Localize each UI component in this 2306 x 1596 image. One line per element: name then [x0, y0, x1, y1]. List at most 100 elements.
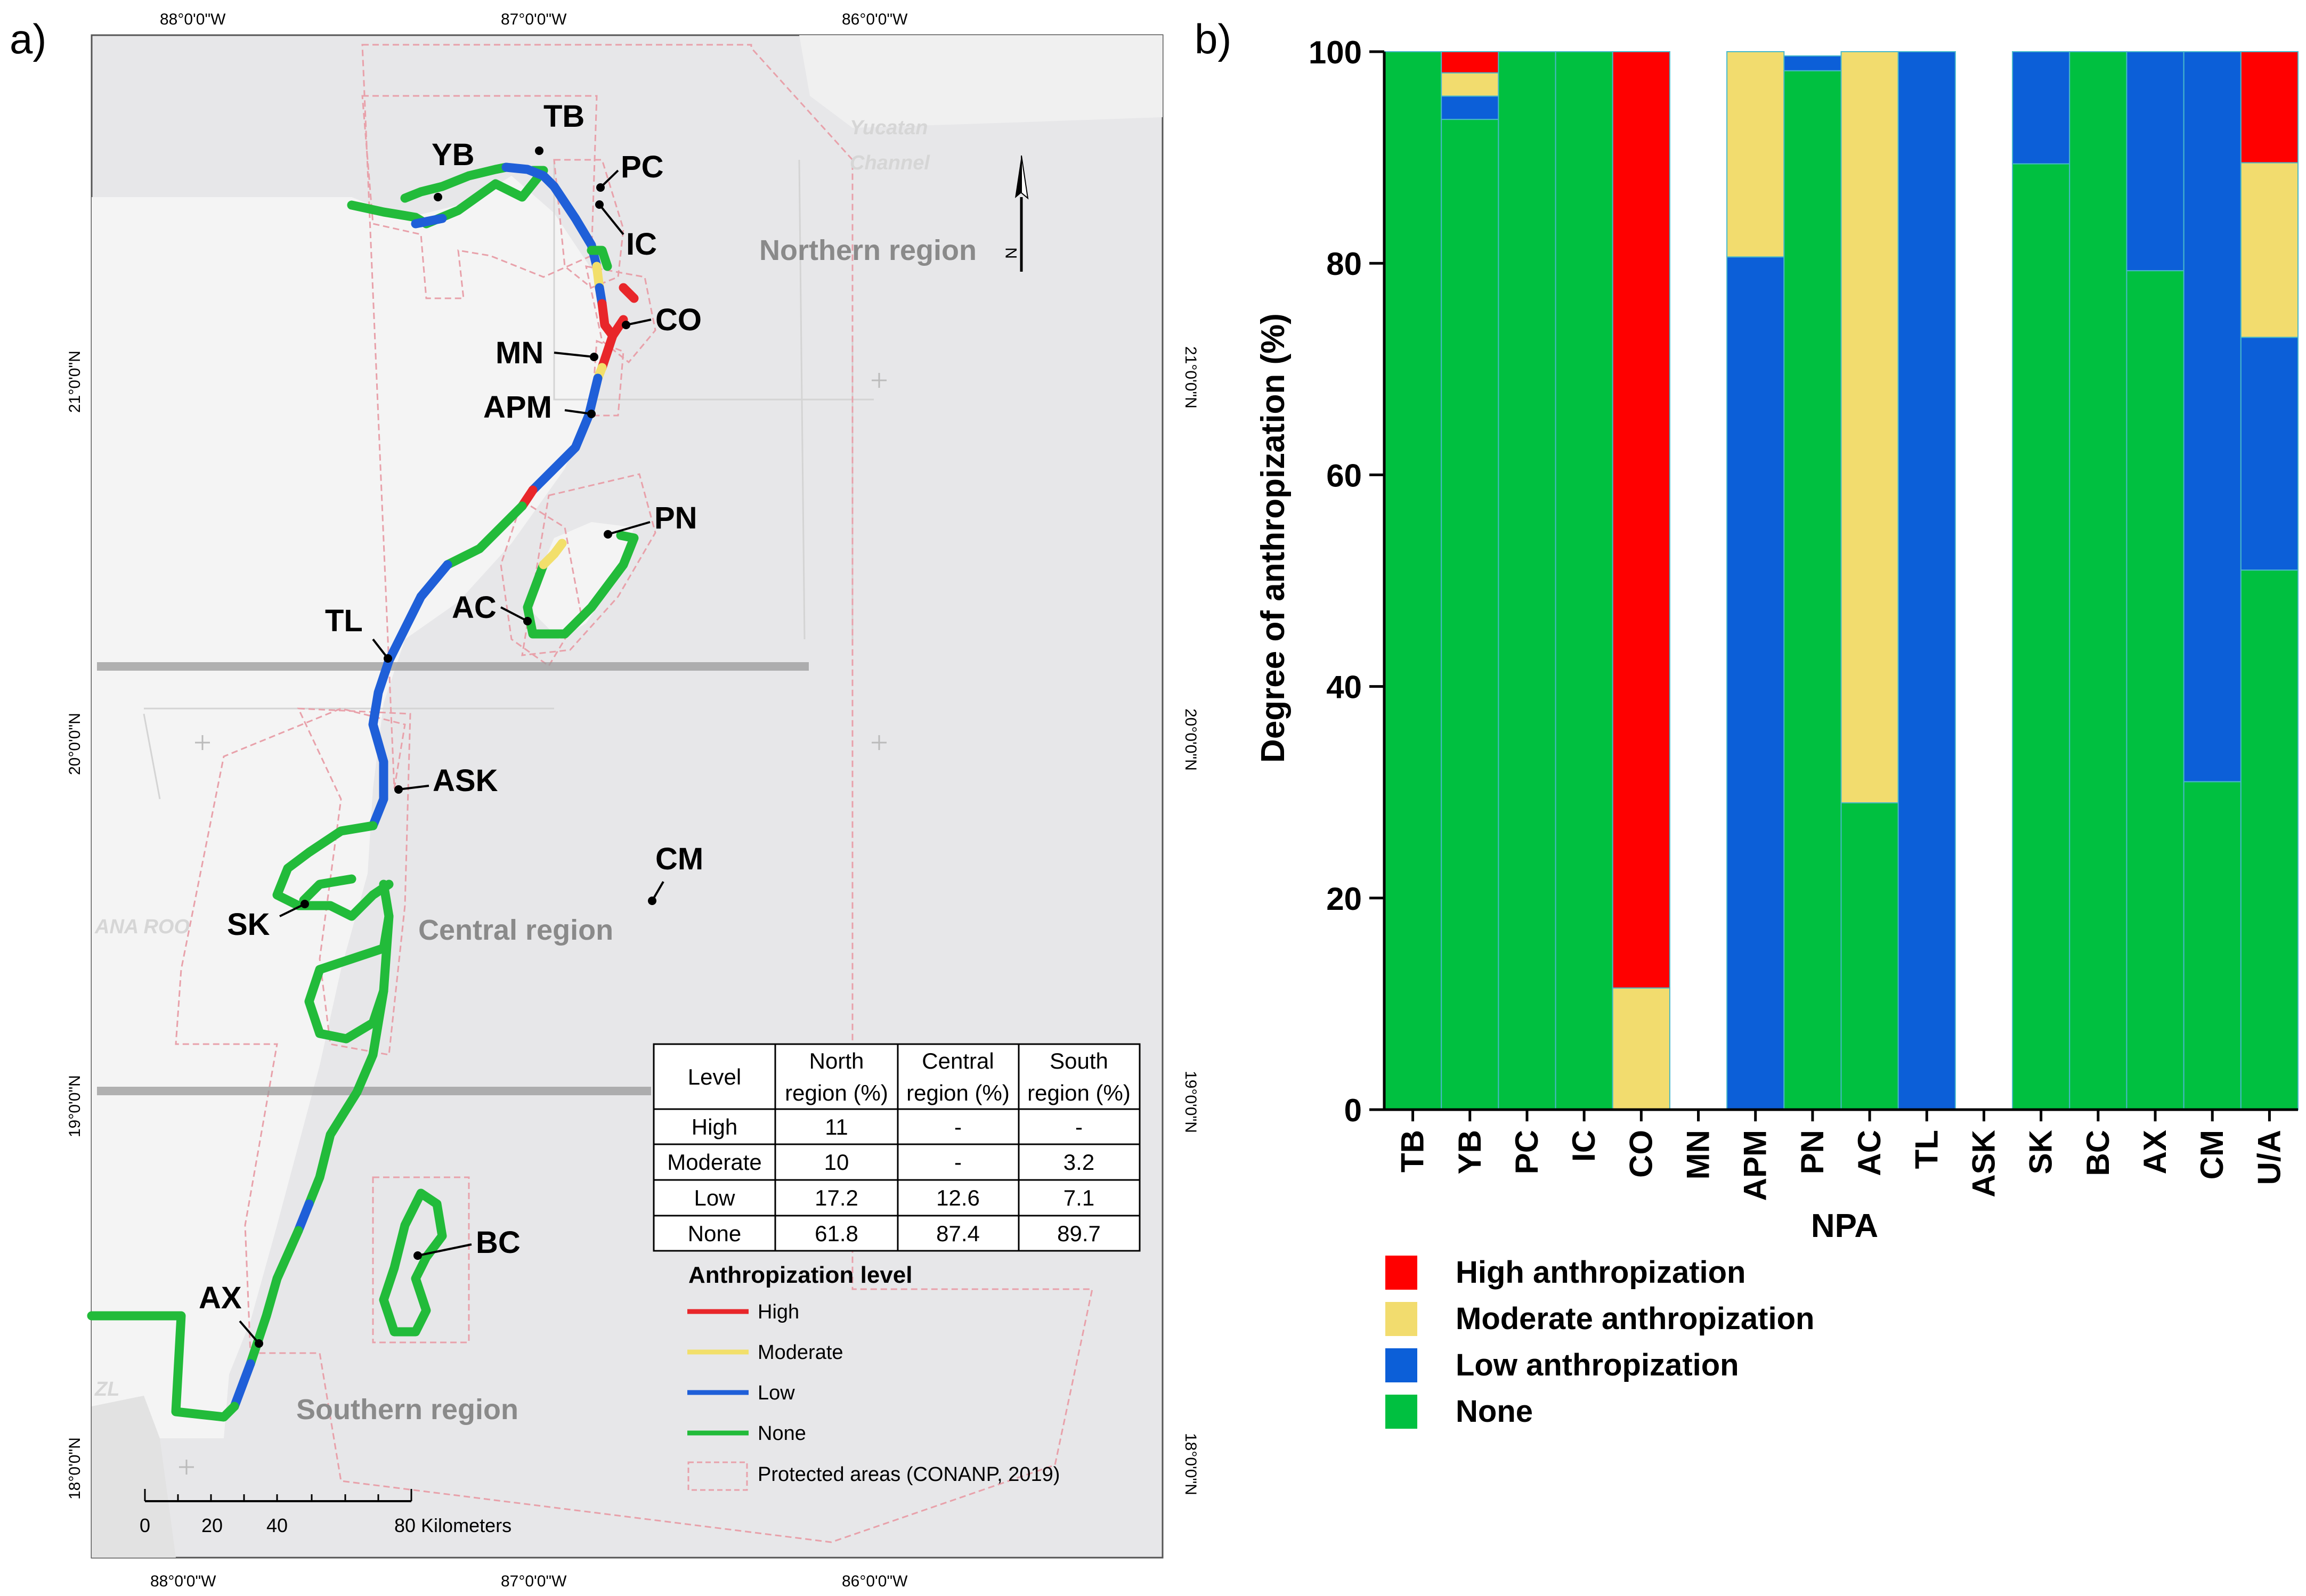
svg-text:61.8: 61.8 [815, 1221, 858, 1246]
lat-labels: 21°0'0"N 20°0'0"N 19°0'0"N 18°0'0"N 21°0… [66, 346, 1199, 1500]
chart-legend-item-high-anthropization: High anthropization [1385, 1255, 1746, 1290]
panel-a-map: a) [10, 11, 1199, 1590]
bar-apm-low-anthropization [1726, 256, 1785, 1110]
chart-legend: High anthropization Moderate anthropizati… [1385, 1255, 1814, 1429]
legend-item-high: High [687, 1301, 799, 1323]
north-arrow-icon: N [1003, 155, 1029, 272]
x-tick-label: TL [1909, 1130, 1944, 1169]
bar-yb-low-anthropization [1441, 95, 1499, 120]
legend-item-protected: Protected areas (CONANP, 2019) [687, 1461, 1060, 1491]
bar-tl-low-anthropization [1897, 51, 1956, 1110]
bar-u-a-moderate-anthropization [2240, 162, 2299, 338]
svg-text:AC: AC [452, 590, 497, 625]
svg-text:86°0'0"W: 86°0'0"W [842, 1573, 908, 1590]
x-tick-label: YB [1452, 1130, 1488, 1174]
svg-text:-: - [954, 1150, 962, 1175]
svg-text:AX: AX [199, 1281, 242, 1315]
y-tick-label: 100 [1309, 35, 1362, 70]
svg-text:20°0'0"N: 20°0'0"N [66, 713, 84, 775]
place-pc: PC [596, 150, 664, 192]
svg-text:North: North [809, 1048, 864, 1073]
place-apm: APM [483, 390, 596, 425]
svg-text:SK: SK [227, 907, 270, 942]
protected-area-outlines [175, 44, 1093, 1543]
svg-text:19°0'0"N: 19°0'0"N [66, 1075, 84, 1137]
place-tl: TL [325, 604, 392, 663]
table-row: Low 17.2 12.6 7.1 [694, 1185, 1094, 1210]
ghost-country: ZL [94, 1378, 119, 1400]
scale-tick-20: 20 [201, 1514, 223, 1536]
legend-item-low: Low [687, 1382, 795, 1404]
region-south-label: Southern region [296, 1394, 518, 1426]
svg-text:region (%): region (%) [1027, 1080, 1131, 1105]
scale-bar: 0 20 40 80 Kilometers [140, 1489, 511, 1536]
place-bc: BC [413, 1225, 521, 1260]
svg-text:88°0'0"W: 88°0'0"W [160, 11, 226, 28]
svg-text:17.2: 17.2 [815, 1185, 858, 1210]
chart-legend-item-moderate-anthropization: Moderate anthropization [1385, 1301, 1814, 1336]
bar-yb-moderate-anthropization [1441, 72, 1499, 97]
place-mn: MN [496, 336, 598, 370]
place-pn: PN [604, 501, 697, 539]
table-row: Moderate 10 - 3.2 [667, 1150, 1094, 1175]
place-ic: IC [595, 200, 657, 262]
bar-ax-none [2126, 270, 2185, 1110]
svg-text:Moderate: Moderate [667, 1150, 761, 1175]
x-tick-label: ASK [1966, 1130, 2001, 1198]
svg-text:89.7: 89.7 [1057, 1221, 1101, 1246]
region-summary-table: Level North region (%) Central region (%… [653, 1043, 1141, 1252]
bar-ic-none [1555, 51, 1613, 1110]
svg-text:11: 11 [825, 1114, 848, 1139]
bar-u-a-none [2240, 569, 2299, 1110]
svg-text:TB: TB [543, 99, 584, 134]
y-tick-label: 60 [1326, 458, 1362, 493]
scale-tick-80: 80 Kilometers [394, 1514, 511, 1536]
place-yb: YB [432, 137, 475, 201]
svg-text:-: - [954, 1114, 962, 1139]
y-tick-label: 40 [1326, 670, 1362, 705]
svg-text:High: High [692, 1114, 737, 1139]
bar-yb-high-anthropization [1441, 51, 1499, 74]
svg-text:7.1: 7.1 [1063, 1185, 1094, 1210]
svg-text:IC: IC [626, 227, 657, 262]
legend-item-none: None [687, 1422, 806, 1445]
panel-b-label: b) [1195, 15, 1231, 62]
svg-text:87°0'0"W: 87°0'0"W [501, 11, 567, 28]
x-tick-label: IC [1566, 1130, 1602, 1162]
place-ac: AC [452, 590, 532, 625]
legend-swatch [1385, 1256, 1417, 1290]
svg-text:Low: Low [694, 1185, 735, 1210]
place-labels: TB YB PC IC CO MN APM PN AC TL ASK CM SK… [199, 99, 703, 1348]
legend-label: None [1456, 1394, 1533, 1429]
bar-pn-none [1783, 70, 1842, 1110]
x-axis: TB YB PC IC CO MN APM PN AC TL ASK SK BC AX CM U/A [1384, 1108, 2298, 1201]
north-arrow-letter: N [1003, 247, 1020, 259]
lon-labels: 88°0'0"W 87°0'0"W 86°0'0"W 88°0'0"W 87°0… [150, 11, 908, 1590]
bar-co-moderate-anthropization [1612, 987, 1670, 1110]
x-tick-label: CM [2194, 1130, 2230, 1179]
scale-tick-40: 40 [266, 1514, 288, 1536]
bar-pn-low-anthropization [1783, 55, 1842, 71]
place-ax: AX [199, 1281, 263, 1348]
svg-text:20°0'0"N: 20°0'0"N [1182, 709, 1199, 771]
svg-text:region (%): region (%) [785, 1080, 888, 1105]
bar-yb-none [1441, 119, 1499, 1110]
x-tick-label: AX [2137, 1130, 2173, 1174]
svg-text:TL: TL [325, 604, 363, 638]
table-header: Level North region (%) Central region (%… [688, 1048, 1131, 1105]
ghost-state: ANA ROO [94, 916, 190, 938]
legend-label: Low anthropization [1456, 1348, 1739, 1382]
svg-text:88°0'0"W: 88°0'0"W [150, 1573, 216, 1590]
chart-legend-item-none: None [1385, 1394, 1533, 1429]
x-tick-label: BC [2080, 1130, 2116, 1176]
bar-cm-low-anthropization [2183, 51, 2242, 783]
svg-text:APM: APM [483, 390, 552, 425]
y-axis-title: Degree of anthropization (%) [1255, 313, 1292, 763]
place-co: CO [622, 303, 702, 337]
coastline-segments [87, 162, 639, 1422]
bar-apm-moderate-anthropization [1726, 51, 1785, 258]
bar-ax-low-anthropization [2126, 51, 2185, 272]
y-tick-label: 20 [1326, 881, 1362, 917]
svg-text:High: High [758, 1301, 799, 1323]
svg-text:Level: Level [688, 1064, 741, 1089]
